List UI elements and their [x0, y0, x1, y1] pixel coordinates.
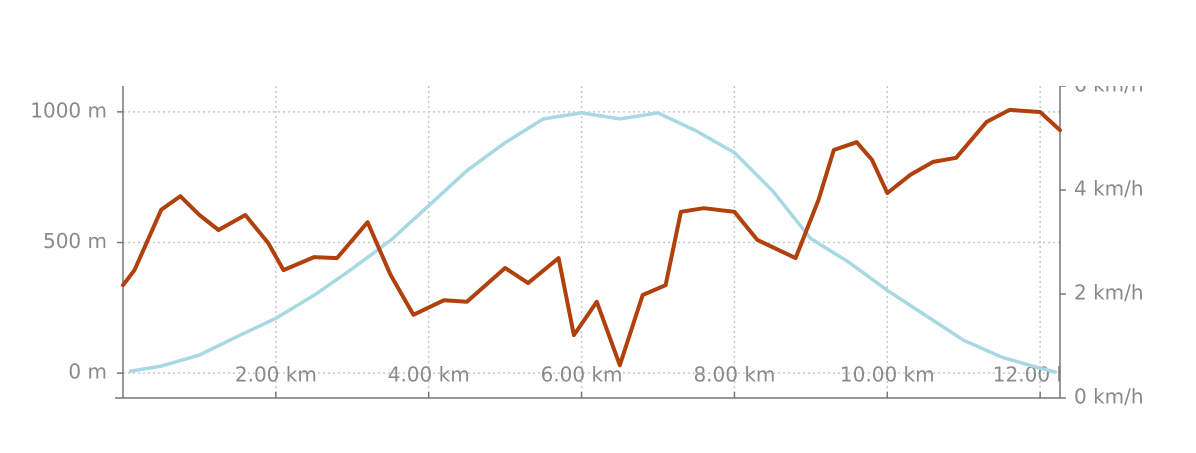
y2-tick-label: 4 km/h [1074, 177, 1144, 201]
y2-tick-label: 6 km/h [1074, 73, 1144, 97]
y-tick-label: 0 m [68, 360, 107, 384]
y2-tick-label: 2 km/h [1074, 281, 1144, 305]
x-tick-label: 10.00 km [840, 363, 935, 387]
y-tick-label: 500 m [43, 229, 107, 253]
data-line [121, 107, 1062, 368]
x-ticks: 2.00 km 4.00 km 6.00 km 8.00 km 10.00 km 12.0… [235, 86, 1088, 398]
data-line [128, 111, 1058, 374]
x-tick-label: 4.00 km [388, 363, 470, 387]
x-tick-label: 6.00 km [541, 363, 623, 387]
y2-tick-label: 0 km/h [1074, 385, 1144, 409]
x-tick-label: 12.00 km [993, 363, 1088, 387]
x-tick-label: 8.00 km [693, 363, 775, 387]
y-tick-label: 1000 m [30, 98, 107, 122]
x-tick-label: 2.00 km [235, 363, 317, 387]
